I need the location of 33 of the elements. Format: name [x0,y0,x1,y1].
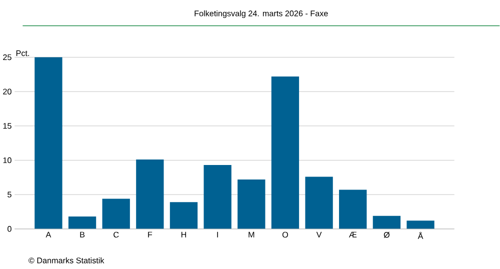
y-tick-label: 0 [8,226,12,232]
y-tick-label: 5 [8,192,12,198]
x-tick-label: I [217,232,218,238]
bar [372,216,401,229]
x-tick-label: B [80,232,85,238]
x-tick-label: V [316,232,322,238]
y-axis-title: Pct. [16,50,29,56]
bar [34,57,62,229]
y-tick-label: 25 [3,54,12,60]
bar [68,216,96,229]
y-tick-label: 10 [3,157,12,164]
x-tick-label: Æ [348,232,357,238]
bar [271,76,300,229]
x-tick-label: Å [418,232,424,239]
x-tick-label: Ø [384,232,390,238]
chart-title: Folketingsvalg 24. marts 2026 - Faxe [194,10,328,18]
text: © Danmarks Statistik [28,257,104,264]
x-tick-label: O [282,232,288,238]
bar [238,179,266,229]
x-tick-label: A [46,232,52,238]
x-tick-label: H [181,232,186,238]
bar [406,220,434,229]
x-tick-label: F [148,232,152,238]
y-tick-label: 20 [3,88,12,94]
y-tick-label: 15 [3,123,12,129]
x-tick-label: C [114,232,119,238]
x-tick-label: M [248,232,254,238]
bar [204,165,232,229]
bar [102,198,130,229]
bar [339,190,367,229]
bar [305,176,333,229]
bar [136,160,164,229]
bar [170,202,198,229]
